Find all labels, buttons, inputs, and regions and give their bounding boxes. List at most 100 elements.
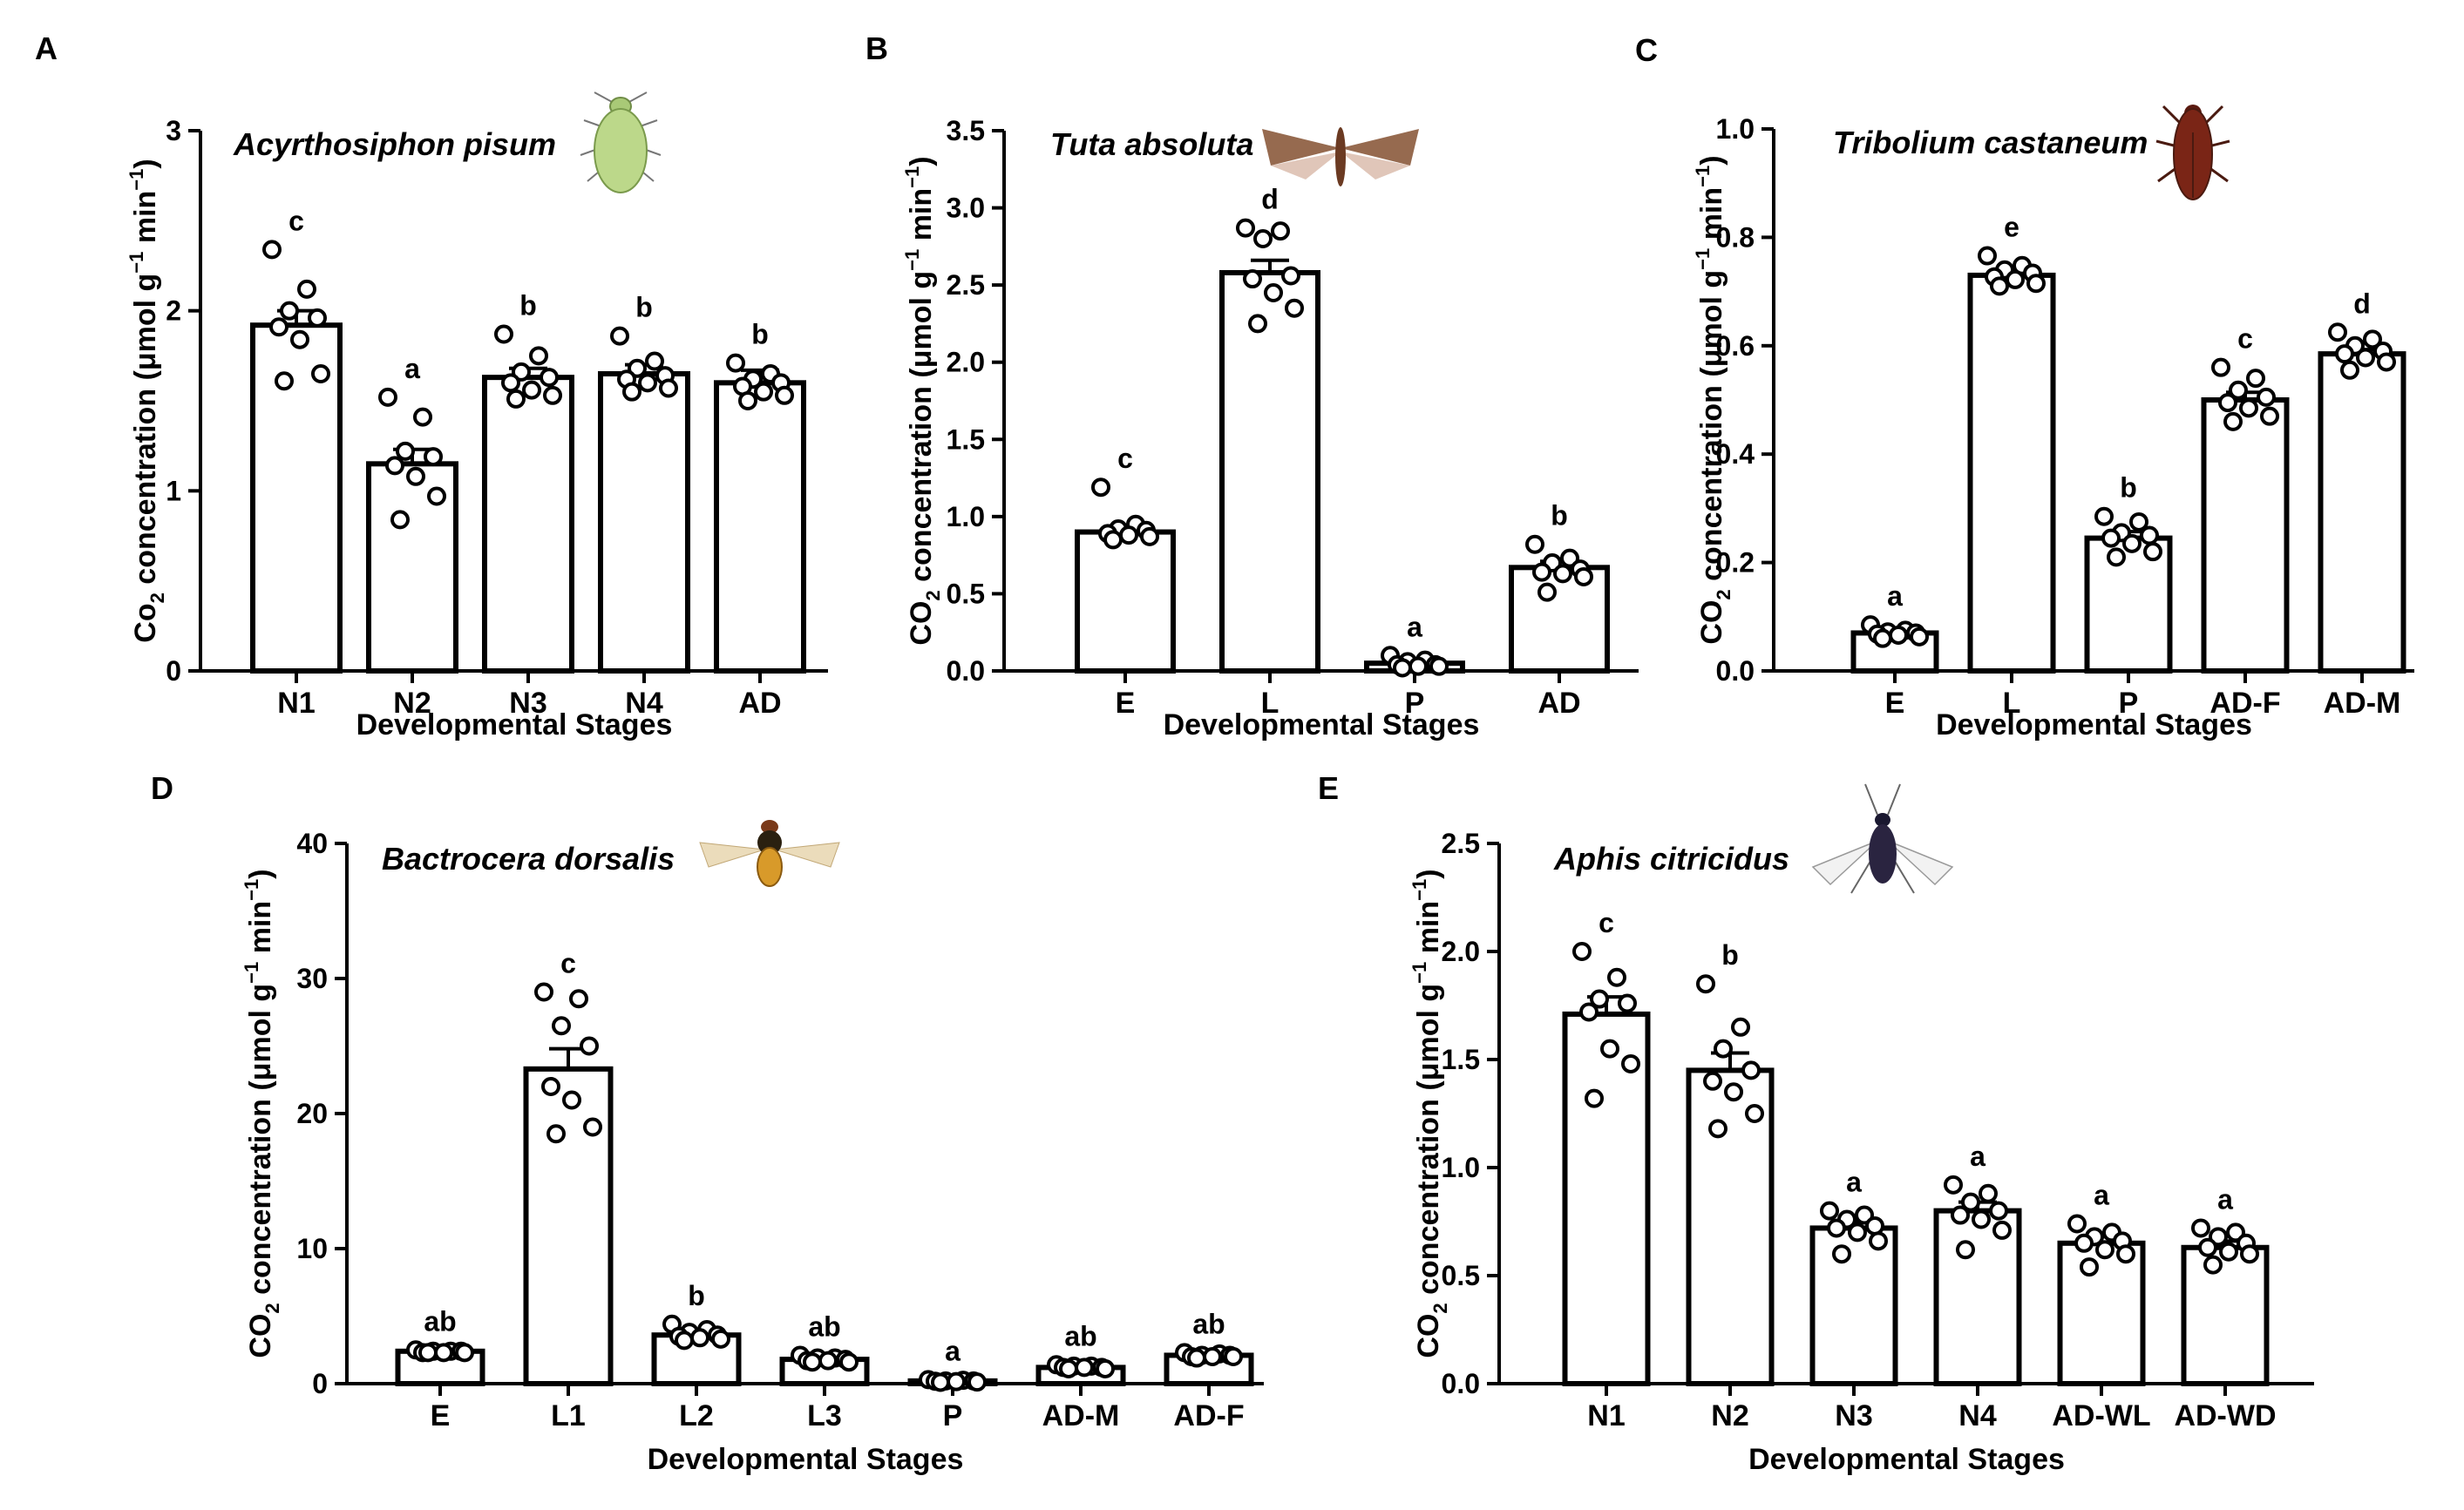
y-tick-label: 0.8	[1716, 221, 1755, 253]
data-point	[308, 308, 327, 328]
y-tick-label: 30	[296, 963, 328, 994]
data-point	[2363, 329, 2382, 349]
y-tick-label: 2.0	[947, 347, 985, 378]
data-point	[418, 1343, 438, 1363]
data-point	[540, 368, 559, 388]
y-tick-label: 1.0	[947, 501, 985, 532]
data-point	[501, 373, 520, 393]
data-point	[2116, 1244, 2135, 1264]
bar	[1967, 272, 2056, 674]
data-point	[1745, 1104, 1764, 1123]
data-point	[1590, 989, 1609, 1009]
data-point	[2101, 528, 2121, 548]
data-point	[1236, 218, 1255, 238]
significance-letter: b	[519, 290, 537, 322]
data-point	[455, 1343, 474, 1363]
y-tick-label: 0.6	[1716, 330, 1755, 362]
panel-e-chart: 0.0 0.5 1.0 1.5 2.0 2.5 c N1 b N2 a N3 a N4 a AD-WL a AD-…	[1408, 828, 2314, 1476]
category-label: N4	[625, 687, 663, 720]
data-point	[583, 1117, 602, 1137]
data-point	[1873, 628, 1892, 648]
data-point	[2229, 380, 2248, 400]
data-point	[931, 1372, 950, 1392]
category-label: L	[2003, 687, 2021, 720]
panel-letter-e: E	[1318, 770, 1339, 806]
data-point	[1393, 658, 1412, 678]
data-point	[690, 1328, 709, 1348]
species-name: Bactrocera dorsalis	[382, 841, 675, 877]
data-point	[803, 1352, 822, 1372]
data-point	[2140, 525, 2159, 545]
x-axis-label: Developmental Stages	[356, 708, 673, 741]
data-point	[494, 324, 513, 344]
y-tick-label: 10	[296, 1233, 328, 1264]
data-point	[275, 371, 294, 391]
significance-letter: c	[288, 205, 304, 236]
data-point	[2240, 1244, 2259, 1264]
data-point	[1979, 1183, 1998, 1203]
data-point	[1224, 1347, 1243, 1366]
y-tick-label: 0.0	[1442, 1368, 1480, 1399]
bar	[714, 380, 806, 674]
significance-letter: ab	[1064, 1320, 1096, 1351]
significance-letter: b	[635, 292, 653, 323]
data-point	[541, 1077, 560, 1096]
data-point	[562, 1090, 581, 1110]
panel-letter-a: A	[35, 30, 58, 66]
category-label: N1	[1587, 1399, 1625, 1432]
y-axis-label: CO2 concentration (μmol g−1 min−1)	[1408, 869, 1451, 1358]
data-point	[2218, 393, 2237, 413]
data-point	[434, 1343, 453, 1363]
data-point	[1889, 625, 1908, 645]
bar	[2057, 1240, 2146, 1387]
data-point	[1621, 1053, 1640, 1073]
data-point	[1978, 246, 1997, 266]
data-point	[1572, 942, 1592, 961]
significance-letter: b	[2120, 472, 2137, 504]
y-axis-label-part: 2	[922, 590, 944, 600]
panel-a-chart: 0 1 2 3 c N1 a N2 b N3 b N4 b AD Developmental Stages A…	[126, 115, 828, 741]
data-point	[390, 510, 410, 530]
category-label: AD-M	[2324, 687, 2401, 720]
category-label: L3	[807, 1399, 842, 1432]
y-axis-label-part: concentration (μmol g	[1695, 270, 1728, 589]
significance-letter: b	[1721, 939, 1739, 971]
y-tick-label: 1.0	[1716, 113, 1755, 145]
species-name: Aphis citricidus	[1553, 841, 1789, 877]
data-point	[1264, 283, 1283, 302]
data-point	[1944, 1175, 1963, 1195]
data-point	[1096, 1358, 1115, 1378]
significance-letter: a	[1407, 611, 1422, 642]
y-axis-label: CO2 concentration (μmol g−1 min−1)	[901, 156, 944, 645]
y-tick-label: 0.0	[947, 655, 985, 687]
data-point	[1708, 1119, 1728, 1139]
data-point	[1585, 1088, 1604, 1108]
significance-letter: a	[1887, 580, 1903, 612]
significance-letter: a	[2094, 1179, 2109, 1210]
data-point	[1285, 298, 1304, 318]
y-tick-label: 1.5	[1442, 1044, 1480, 1075]
data-point	[947, 1371, 966, 1392]
data-point	[1271, 221, 1290, 241]
data-point	[1203, 1347, 1222, 1366]
panel-b-chart: 0.0 0.5 1.0 1.5 2.0 2.5 3.0 3.5 c Ed La Pb AD Develop…	[901, 115, 1639, 741]
data-point	[1714, 1039, 1733, 1059]
significance-letter: a	[945, 1335, 960, 1366]
data-point	[1119, 525, 1138, 545]
category-label: E	[1116, 687, 1136, 720]
data-point	[424, 447, 443, 467]
y-axis-label-part: Co	[129, 603, 162, 642]
data-point	[2191, 1218, 2210, 1238]
bar	[1509, 565, 1610, 674]
y-axis-label-part: −1	[1408, 962, 1430, 984]
data-point	[1537, 582, 1557, 602]
data-point	[1059, 1358, 1078, 1378]
data-point	[1091, 477, 1110, 498]
data-point	[569, 989, 588, 1009]
data-point	[406, 466, 425, 486]
y-tick-label: 3.0	[947, 193, 985, 224]
significance-letter: a	[1970, 1141, 1985, 1172]
data-point	[638, 373, 657, 393]
data-point	[775, 385, 794, 405]
significance-letter: b	[688, 1280, 705, 1311]
